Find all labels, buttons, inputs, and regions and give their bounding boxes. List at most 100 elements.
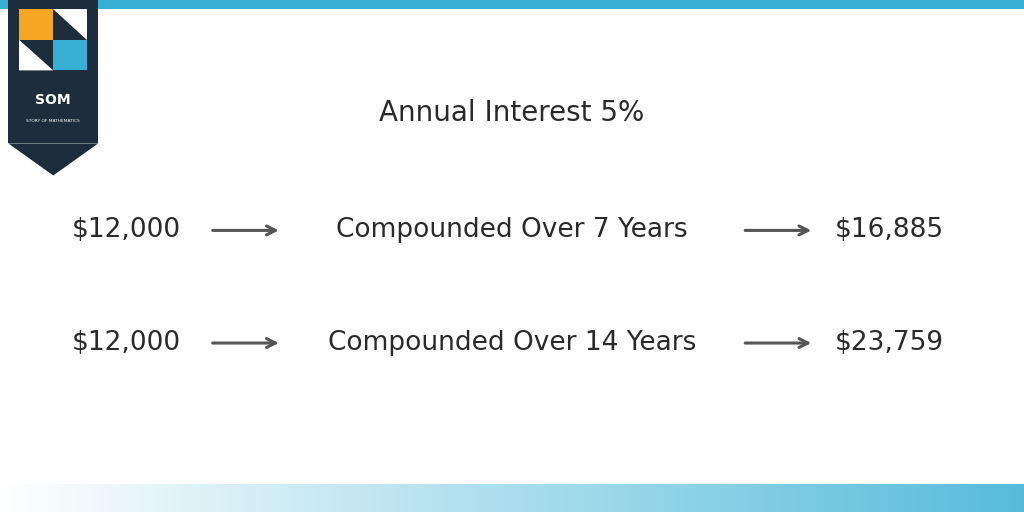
- Bar: [137, 484, 139, 512]
- Bar: [123, 484, 125, 512]
- Bar: [727, 484, 729, 512]
- Bar: [590, 484, 592, 512]
- Bar: [25, 484, 27, 512]
- Bar: [453, 484, 455, 512]
- Bar: [803, 484, 805, 512]
- Bar: [117, 484, 119, 512]
- Bar: [330, 484, 332, 512]
- Bar: [215, 484, 217, 512]
- Bar: [344, 484, 346, 512]
- Bar: [807, 484, 809, 512]
- Bar: [995, 484, 997, 512]
- Bar: [702, 484, 705, 512]
- Bar: [481, 484, 483, 512]
- Bar: [805, 484, 807, 512]
- Bar: [131, 484, 133, 512]
- Bar: [612, 484, 614, 512]
- Bar: [1010, 484, 1012, 512]
- Bar: [403, 484, 406, 512]
- Bar: [430, 484, 432, 512]
- Bar: [82, 484, 84, 512]
- Bar: [586, 484, 588, 512]
- Bar: [557, 484, 559, 512]
- Bar: [188, 484, 190, 512]
- Bar: [223, 484, 225, 512]
- Bar: [305, 484, 307, 512]
- Bar: [891, 484, 893, 512]
- Bar: [541, 484, 543, 512]
- Bar: [63, 484, 66, 512]
- Bar: [369, 484, 371, 512]
- Bar: [113, 484, 115, 512]
- Bar: [436, 484, 438, 512]
- Bar: [203, 484, 205, 512]
- Bar: [819, 484, 821, 512]
- Bar: [993, 484, 995, 512]
- Bar: [178, 484, 180, 512]
- Bar: [35, 484, 37, 512]
- Bar: [979, 484, 981, 512]
- Bar: [594, 484, 596, 512]
- Bar: [625, 484, 627, 512]
- Bar: [649, 484, 651, 512]
- Bar: [635, 484, 637, 512]
- Bar: [1008, 484, 1010, 512]
- Bar: [6, 484, 8, 512]
- Bar: [522, 484, 524, 512]
- Bar: [14, 484, 16, 512]
- Bar: [399, 484, 401, 512]
- Bar: [866, 484, 868, 512]
- Bar: [68, 484, 70, 512]
- Bar: [176, 484, 178, 512]
- Bar: [524, 484, 526, 512]
- Bar: [578, 484, 580, 512]
- Bar: [920, 484, 922, 512]
- Bar: [141, 484, 143, 512]
- Bar: [573, 484, 575, 512]
- Bar: [10, 484, 12, 512]
- Text: Compounded Over 7 Years: Compounded Over 7 Years: [336, 218, 688, 243]
- Bar: [322, 484, 324, 512]
- Bar: [195, 484, 197, 512]
- Bar: [434, 484, 436, 512]
- Bar: [629, 484, 631, 512]
- Text: $16,885: $16,885: [835, 218, 944, 243]
- Bar: [172, 484, 174, 512]
- Bar: [459, 484, 461, 512]
- Bar: [477, 484, 479, 512]
- Bar: [111, 484, 113, 512]
- Bar: [1006, 484, 1008, 512]
- Bar: [365, 484, 367, 512]
- Bar: [258, 484, 260, 512]
- Bar: [913, 484, 915, 512]
- Bar: [934, 484, 936, 512]
- Bar: [479, 484, 481, 512]
- Bar: [348, 484, 350, 512]
- Bar: [846, 484, 848, 512]
- Bar: [707, 484, 709, 512]
- Bar: [471, 484, 473, 512]
- Bar: [793, 484, 795, 512]
- Bar: [999, 484, 1001, 512]
- Bar: [928, 484, 930, 512]
- Bar: [90, 484, 92, 512]
- Bar: [281, 484, 283, 512]
- Bar: [145, 484, 147, 512]
- Bar: [246, 484, 248, 512]
- Bar: [811, 484, 813, 512]
- Bar: [129, 484, 131, 512]
- Bar: [94, 484, 96, 512]
- Bar: [295, 484, 297, 512]
- Bar: [698, 484, 700, 512]
- Bar: [164, 484, 166, 512]
- Bar: [623, 484, 625, 512]
- Bar: [51, 484, 53, 512]
- Bar: [895, 484, 897, 512]
- Bar: [737, 484, 739, 512]
- Bar: [76, 484, 78, 512]
- Bar: [498, 484, 500, 512]
- Bar: [504, 484, 506, 512]
- Bar: [119, 484, 121, 512]
- Bar: [729, 484, 731, 512]
- Bar: [872, 484, 874, 512]
